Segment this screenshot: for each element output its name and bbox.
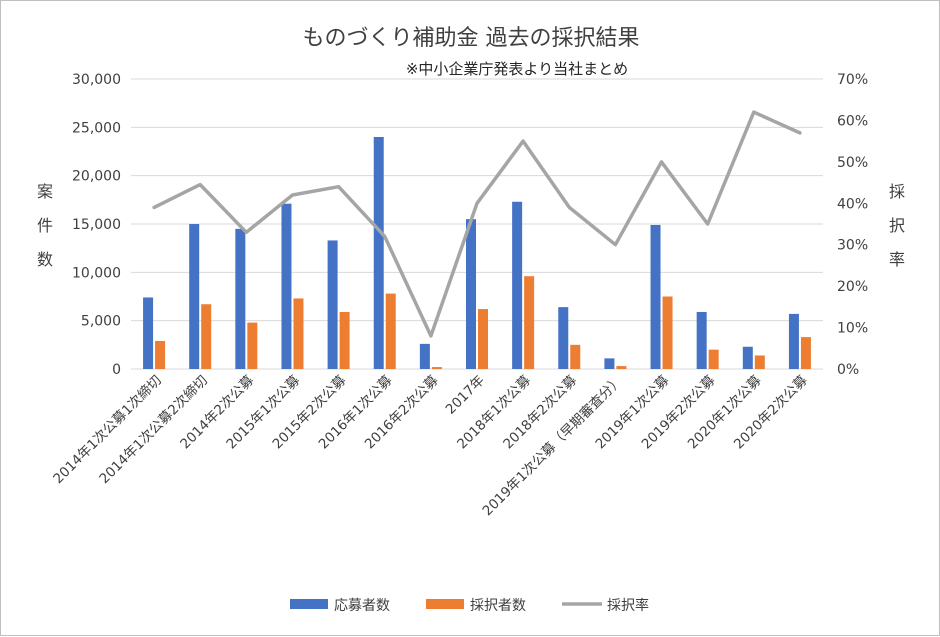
bar-applicants [466, 219, 476, 369]
bar-applicants [189, 224, 199, 369]
bar-applicants [143, 297, 153, 369]
y2-tick-label: 10% [837, 321, 868, 337]
bar-adopted [432, 367, 442, 369]
y2-axis-title: 採択率 [889, 182, 905, 269]
left-axis-ticks: 0 5,000 10,000 15,000 20,000 25,000 30,000 [72, 72, 121, 378]
bar-applicants [512, 202, 522, 369]
bar-marks [143, 137, 811, 369]
legend-label-rate: 採択率 [607, 597, 649, 614]
bar-applicants [328, 240, 338, 369]
y-tick-label: 10,000 [72, 265, 121, 281]
y2-tick-label: 20% [837, 279, 868, 295]
bar-adopted [709, 350, 719, 369]
legend-label-adopted: 採択者数 [470, 598, 526, 614]
y2-tick-label: 50% [837, 155, 868, 171]
y-tick-label: 15,000 [72, 217, 121, 233]
chart-subtitle: ※中小企業庁発表より当社まとめ [406, 60, 628, 78]
x-tick-label: 2017年 [443, 373, 488, 418]
y2-tick-label: 0% [837, 362, 859, 378]
chart-title: ものづくり補助金 過去の採択結果 [303, 26, 640, 51]
y-tick-label: 30,000 [72, 72, 121, 88]
bar-adopted [247, 323, 257, 369]
bar-adopted [616, 366, 626, 369]
bar-applicants [651, 225, 661, 369]
right-axis-ticks: 0% 10% 20% 30% 40% 50% 60% 70% [837, 72, 868, 378]
bar-adopted [340, 312, 350, 369]
bar-adopted [524, 276, 534, 369]
bar-applicants [558, 307, 568, 369]
legend: 応募者数 採択者数 採択率 [290, 597, 649, 614]
bar-adopted [570, 345, 580, 369]
bar-adopted [293, 298, 303, 369]
bar-applicants [743, 347, 753, 369]
bar-adopted [755, 355, 765, 369]
left-axis-title: 案件数 [37, 182, 53, 269]
bar-applicants [697, 312, 707, 369]
legend-swatch-applicants [290, 599, 328, 609]
bar-adopted [801, 337, 811, 369]
bar-adopted [663, 297, 673, 370]
bar-applicants [281, 204, 291, 369]
legend-swatch-adopted [426, 599, 464, 609]
right-axis-title: 採択率 [889, 182, 905, 269]
y2-tick-label: 60% [837, 113, 868, 129]
y-axis-title: 案件数 [37, 182, 53, 269]
bar-adopted [201, 304, 211, 369]
bar-adopted [386, 294, 396, 369]
y-tick-label: 20,000 [72, 169, 121, 185]
bar-applicants [789, 314, 799, 369]
bar-adopted [478, 309, 488, 369]
bar-adopted [155, 341, 165, 369]
legend-label-applicants: 応募者数 [334, 598, 390, 614]
y2-tick-label: 30% [837, 238, 868, 254]
y-tick-label: 0 [112, 362, 121, 378]
bar-applicants [374, 137, 384, 369]
y-tick-label: 5,000 [81, 314, 121, 330]
gridlines [131, 79, 823, 369]
bar-applicants [235, 229, 245, 369]
bar-applicants [420, 344, 430, 369]
bar-applicants [604, 358, 614, 369]
y2-tick-label: 70% [837, 72, 868, 88]
y-tick-label: 25,000 [72, 120, 121, 136]
category-labels: 2014年1次公募1次締切2014年1次公募2次締切2014年2次公募2015年… [50, 372, 812, 519]
y2-tick-label: 40% [837, 196, 868, 212]
